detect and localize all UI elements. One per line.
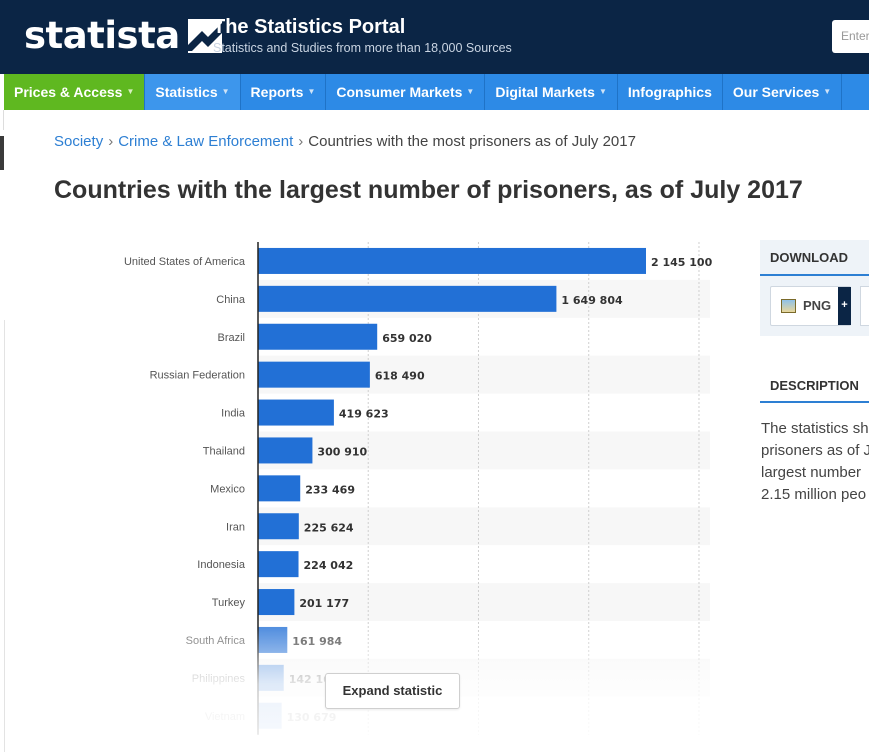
- png-download-button[interactable]: PNG +: [770, 286, 851, 326]
- caret-down-icon: ▼: [126, 87, 135, 96]
- category-label: Philippines: [192, 673, 246, 685]
- caret-down-icon: ▼: [307, 87, 316, 96]
- bar: [258, 475, 301, 502]
- value-label: 300 910: [317, 445, 367, 458]
- description-line: largest number: [761, 464, 862, 481]
- category-label: Vietnam: [205, 711, 245, 723]
- next-download-button[interactable]: [860, 286, 869, 326]
- nav-item-label: Prices & Access: [14, 84, 123, 100]
- nav-infographics[interactable]: Infographics: [618, 74, 723, 110]
- caret-down-icon: ▼: [221, 87, 230, 96]
- category-label: Turkey: [212, 597, 246, 609]
- category-label: Iran: [226, 521, 245, 533]
- png-label: PNG: [803, 298, 832, 313]
- value-label: 618 490: [375, 370, 425, 383]
- logo-wordmark: statista: [24, 14, 180, 57]
- portal-subtitle: Statistics and Studies from more than 18…: [213, 41, 512, 55]
- category-label: Brazil: [217, 332, 245, 344]
- breadcrumb-current: Countries with the most prisoners as of …: [308, 133, 636, 150]
- nav-item-label: Digital Markets: [495, 84, 595, 100]
- search-input[interactable]: Enter: [832, 20, 869, 53]
- bar: [258, 285, 557, 312]
- category-label: United States of America: [124, 256, 246, 268]
- category-label: China: [216, 294, 246, 306]
- portal-title: The Statistics Portal: [213, 16, 406, 38]
- category-label: Russian Federation: [150, 370, 245, 382]
- bar: [258, 702, 282, 729]
- nav-digital-markets[interactable]: Digital Markets ▼: [485, 74, 618, 110]
- value-label: 201 177: [299, 597, 349, 610]
- nav-consumer-markets[interactable]: Consumer Markets ▼: [326, 74, 486, 110]
- nav-item-label: Consumer Markets: [336, 84, 463, 100]
- download-options: PNG +: [760, 276, 869, 336]
- statista-logo[interactable]: statista: [24, 16, 222, 56]
- description-heading: DESCRIPTION: [760, 371, 869, 403]
- caret-down-icon: ▼: [823, 87, 832, 96]
- nav-item-label: Statistics: [155, 84, 218, 100]
- value-label: 161 984: [292, 635, 342, 648]
- value-label: 2 145 100: [651, 256, 713, 269]
- plus-icon[interactable]: +: [838, 287, 851, 325]
- value-label: 233 469: [305, 483, 355, 496]
- bar: [258, 247, 646, 274]
- expand-statistic-button[interactable]: Expand statistic: [325, 673, 460, 709]
- bar: [258, 664, 284, 691]
- row-band: [258, 507, 710, 546]
- site-header: statista The Statistics Portal Statistic…: [0, 0, 869, 74]
- nav-item-label: Reports: [250, 84, 304, 100]
- bar: [258, 323, 378, 350]
- description-line: The statistics sh: [761, 420, 869, 437]
- bar: [258, 399, 334, 426]
- category-label: Mexico: [210, 483, 245, 495]
- caret-down-icon: ▼: [466, 87, 475, 96]
- left-edge-divider: [0, 320, 5, 752]
- category-label: Thailand: [203, 445, 245, 457]
- nav-our-services[interactable]: Our Services ▼: [723, 74, 843, 110]
- bar: [258, 589, 295, 616]
- left-edge-tab[interactable]: [0, 136, 4, 170]
- logo-mark-icon: [187, 19, 222, 53]
- breadcrumb-society[interactable]: Society: [54, 133, 104, 150]
- value-label: 130 679: [287, 711, 337, 724]
- nav-item-label: Our Services: [732, 84, 820, 100]
- bar: [258, 437, 313, 464]
- breadcrumb: Society › Crime & Law Enforcement › Countrie…: [54, 133, 636, 150]
- value-label: 419 623: [339, 408, 389, 421]
- row-band: [258, 583, 710, 621]
- category-label: Indonesia: [197, 559, 246, 571]
- page-title: Countries with the largest number of pri…: [54, 176, 803, 204]
- download-heading: DOWNLOAD: [760, 240, 869, 276]
- image-file-icon: [781, 299, 796, 313]
- row-band: [258, 431, 710, 470]
- nav-prices-access[interactable]: Prices & Access ▼: [4, 74, 146, 110]
- nav-reports[interactable]: Reports ▼: [241, 74, 327, 110]
- breadcrumb-separator: ›: [298, 133, 304, 150]
- main-nav: Prices & Access ▼ Statistics ▼ Reports ▼ Co…: [4, 74, 869, 110]
- nav-statistics[interactable]: Statistics ▼: [145, 74, 241, 110]
- value-label: 225 624: [304, 521, 354, 534]
- breadcrumb-crime-law[interactable]: Crime & Law Enforcement: [118, 133, 294, 150]
- category-label: India: [221, 408, 246, 420]
- description-line: 2.15 million peo: [761, 486, 867, 503]
- value-label: 224 042: [304, 559, 354, 572]
- description-line: prisoners as of J: [761, 442, 869, 459]
- bar: [258, 551, 299, 578]
- category-label: South Africa: [186, 635, 246, 647]
- bar: [258, 513, 299, 540]
- bar: [258, 626, 288, 653]
- nav-item-label: Infographics: [627, 84, 712, 100]
- bar-chart: United States of America 2 145 100 China 1 …: [124, 242, 713, 735]
- bar: [258, 361, 370, 388]
- description-text: The statistics sh prisoners as of J larg…: [761, 418, 869, 510]
- breadcrumb-separator: ›: [108, 133, 114, 150]
- left-edge-divider: [0, 110, 4, 130]
- caret-down-icon: ▼: [598, 87, 607, 96]
- value-label: 1 649 804: [561, 294, 623, 307]
- value-label: 659 020: [382, 332, 432, 345]
